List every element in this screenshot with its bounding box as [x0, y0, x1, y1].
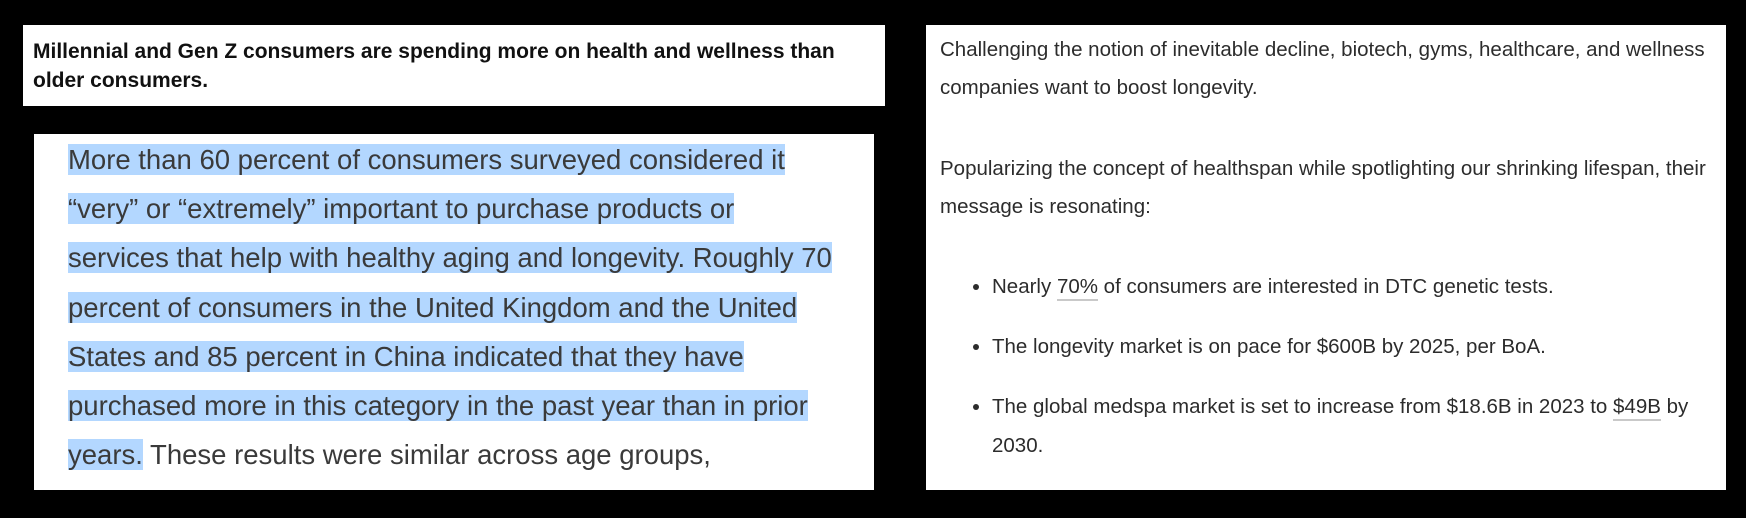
list-item: Nearly 70% of consumers are interested i…: [992, 267, 1712, 306]
unselected-text[interactable]: These results were similar across age gr…: [142, 439, 711, 471]
list-item-text-before: Nearly: [992, 275, 1057, 298]
selected-text[interactable]: More than 60 percent of consumers survey…: [68, 144, 832, 471]
list-item-text-after: by 2030.: [992, 395, 1689, 457]
list-item: The global medspa market is set to incre…: [992, 387, 1712, 465]
list-item-text-before: The global medspa market is set to incre…: [992, 395, 1614, 418]
article-paragraph[interactable]: More than 60 percent of consumers survey…: [68, 134, 840, 479]
summary-paragraph-1: Challenging the notion of inevitable dec…: [940, 38, 1705, 99]
summary-paragraph-2: Popularizing the concept of healthspan w…: [940, 157, 1706, 218]
list-item-text-after: of consumers are interested in DTC genet…: [1097, 275, 1554, 298]
stat-link-70-percent[interactable]: 70%: [1056, 275, 1098, 301]
headline-panel: Millennial and Gen Z consumers are spend…: [23, 25, 885, 106]
list-item: The longevity market is on pace for $600…: [992, 327, 1712, 366]
stat-link-49b[interactable]: $49B: [1613, 395, 1661, 421]
headline-text: Millennial and Gen Z consumers are spend…: [33, 40, 835, 92]
longevity-summary-panel: Challenging the notion of inevitable dec…: [926, 25, 1726, 490]
stats-list: Nearly 70% of consumers are interested i…: [940, 267, 1712, 465]
article-excerpt-panel: More than 60 percent of consumers survey…: [34, 134, 874, 490]
